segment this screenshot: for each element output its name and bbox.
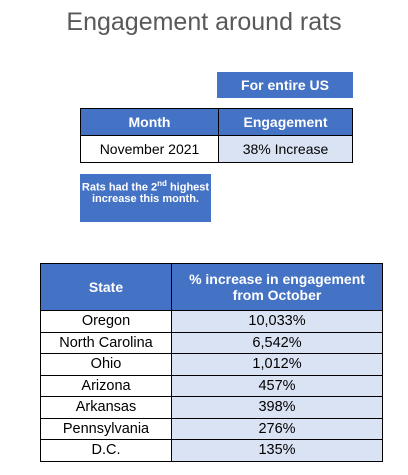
value-cell: 398% — [171, 396, 383, 419]
table-row: D.C. 135% — [40, 439, 383, 462]
label-cell: Oregon — [40, 310, 172, 333]
table-row: Arkansas 398% — [40, 396, 383, 419]
note: Rats had the 2nd highest increase this m… — [80, 174, 211, 222]
header-row: State% increase in engagement from Octob… — [40, 263, 383, 311]
header-cell: Month — [80, 108, 219, 136]
header-cell: State — [40, 263, 172, 311]
value-cell: 135% — [171, 439, 383, 462]
table-row: Ohio 1,012% — [40, 353, 383, 376]
value-cell: 38% Increase — [218, 135, 353, 163]
table-row: North Carolina 6,542% — [40, 331, 383, 354]
note-superscript: nd — [157, 179, 167, 188]
header-cell: % increase in engagement from October — [171, 263, 383, 311]
label-cell: November 2021 — [80, 135, 219, 163]
value-cell: 6,542% — [171, 331, 383, 354]
header-cell: Engagement — [218, 108, 353, 136]
value-cell: 10,033% — [171, 310, 383, 333]
table-row: Arizona 457% — [40, 374, 383, 397]
label-cell: D.C. — [40, 439, 172, 462]
table-row: Pennsylvania 276% — [40, 417, 383, 440]
note-text: highest increase this month. — [92, 181, 210, 205]
value-cell: 276% — [171, 417, 383, 440]
label-cell: Pennsylvania — [40, 417, 172, 440]
header-row: Month Engagement — [80, 108, 353, 136]
table-row: Oregon 10,033% — [40, 310, 383, 333]
label-cell: Arizona — [40, 374, 172, 397]
label-cell: Ohio — [40, 353, 172, 376]
title: Engagement around rats — [66, 8, 342, 36]
summary-table: Month Engagement November 2021 38% Increase — [80, 108, 353, 163]
table-row: November 2021 38% Increase — [80, 135, 353, 163]
state-table: State% increase in engagement from Octob… — [40, 263, 383, 462]
value-cell: 1,012% — [171, 353, 383, 376]
value-cell: 457% — [171, 374, 383, 397]
note-text: Rats had the 2 — [81, 181, 158, 194]
label-cell: Arkansas — [40, 396, 172, 419]
scope-label: For entire US — [217, 72, 353, 98]
label-cell: North Carolina — [40, 331, 172, 354]
